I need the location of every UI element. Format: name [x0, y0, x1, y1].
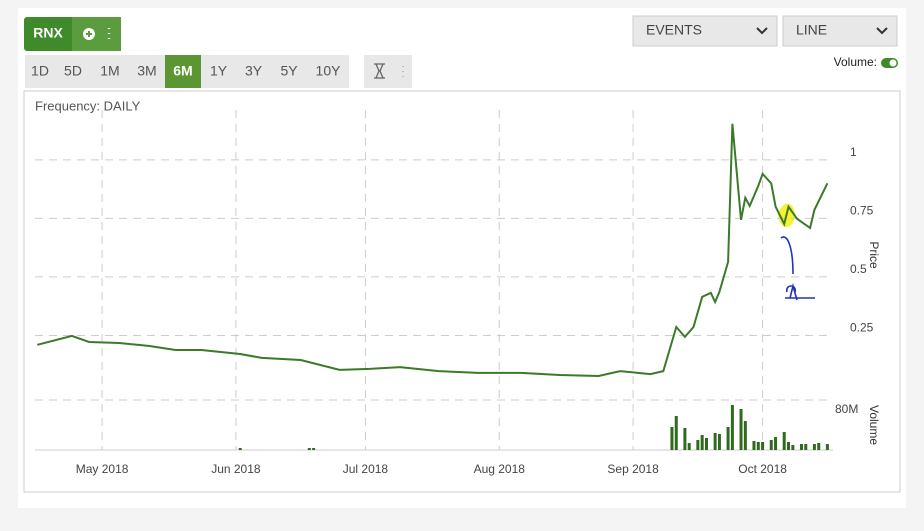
y-tick-label: 1	[850, 145, 857, 159]
volume-bar	[312, 448, 316, 450]
range-label[interactable]: 3Y	[245, 63, 263, 79]
symbol-actions[interactable]	[72, 17, 121, 51]
dropdown-label[interactable]: LINE	[796, 22, 827, 38]
range-label[interactable]: 5Y	[280, 63, 298, 79]
range-label[interactable]: 1Y	[210, 63, 228, 79]
range-button[interactable]	[236, 55, 271, 88]
volume-toggle-label: Volume:	[834, 55, 877, 69]
range-button[interactable]	[165, 55, 201, 88]
volume-bar	[774, 437, 778, 450]
dropdown[interactable]	[782, 15, 898, 47]
y-tick-label: 0.25	[850, 321, 874, 335]
volume-bar	[743, 421, 747, 450]
volume-bar	[670, 427, 674, 450]
price-line	[37, 123, 829, 378]
x-tick-label: Jun 2018	[211, 462, 261, 476]
chevron	[876, 27, 888, 35]
range-label[interactable]: 5D	[64, 63, 82, 79]
volume-bar	[761, 442, 765, 450]
x-tick-label: May 2018	[76, 462, 129, 476]
volume-bar	[674, 416, 678, 450]
x-tick-label: Oct 2018	[738, 462, 787, 476]
range-button[interactable]	[201, 55, 236, 88]
volume-bar	[717, 434, 721, 450]
handwritten-annotation	[780, 236, 815, 301]
dropdown[interactable]	[632, 15, 778, 47]
volume-bar	[726, 427, 730, 450]
symbol[interactable]: RNX	[33, 25, 63, 41]
range-label[interactable]: 3M	[137, 63, 156, 79]
volume-bar	[730, 405, 734, 450]
range-label[interactable]: 10Y	[316, 63, 342, 79]
subtitle: Frequency: DAILY	[35, 98, 141, 113]
chart-frame	[23, 90, 901, 493]
volume-bar	[756, 442, 760, 450]
volume-bar	[704, 438, 708, 450]
symbol-button[interactable]: RNX	[24, 17, 121, 51]
range-button[interactable]	[55, 55, 91, 88]
volume-bar	[687, 443, 691, 450]
axis-title: Price	[867, 241, 881, 269]
volume-bar	[787, 442, 791, 450]
volume-bar	[700, 435, 704, 450]
toggle-knob	[889, 59, 897, 67]
volume-bar	[817, 443, 821, 450]
axis-title: Volume	[867, 405, 881, 445]
volume-bar	[812, 444, 816, 450]
range-button[interactable]	[271, 55, 307, 88]
volume-bar	[713, 433, 717, 450]
y-tick-label: 0.75	[850, 204, 874, 218]
range-label[interactable]: 6M	[173, 63, 192, 79]
chevron	[756, 27, 768, 35]
range-button[interactable]	[307, 55, 349, 88]
x-tick-label: Sep 2018	[607, 462, 659, 476]
volume-bar	[782, 432, 786, 450]
volume-bar	[799, 444, 803, 450]
volume-bar	[825, 444, 829, 450]
range-label[interactable]: 1M	[100, 63, 119, 79]
volume-bar	[769, 440, 773, 450]
range-button[interactable]	[25, 55, 55, 88]
volume-bar	[307, 448, 311, 450]
volume-bar	[791, 445, 795, 450]
y-tick-label: 0.5	[850, 262, 867, 276]
x-tick-label: Aug 2018	[474, 462, 526, 476]
range-button[interactable]	[91, 55, 129, 88]
hourglass-icon	[374, 63, 385, 79]
range-label[interactable]: 1D	[31, 63, 49, 79]
y-tick-label: 80M	[835, 402, 858, 416]
x-tick-label: Jul 2018	[343, 462, 389, 476]
volume-bar	[752, 441, 756, 450]
volume-bar	[683, 428, 687, 450]
volume-bar	[739, 409, 743, 450]
dropdown-label[interactable]: EVENTS	[646, 22, 702, 38]
add-plus	[86, 31, 92, 37]
timer-button[interactable]	[364, 55, 412, 88]
volume-bar	[804, 444, 808, 450]
range-button[interactable]	[129, 55, 165, 88]
volume-bar	[696, 440, 700, 450]
volume-bar	[238, 448, 242, 450]
